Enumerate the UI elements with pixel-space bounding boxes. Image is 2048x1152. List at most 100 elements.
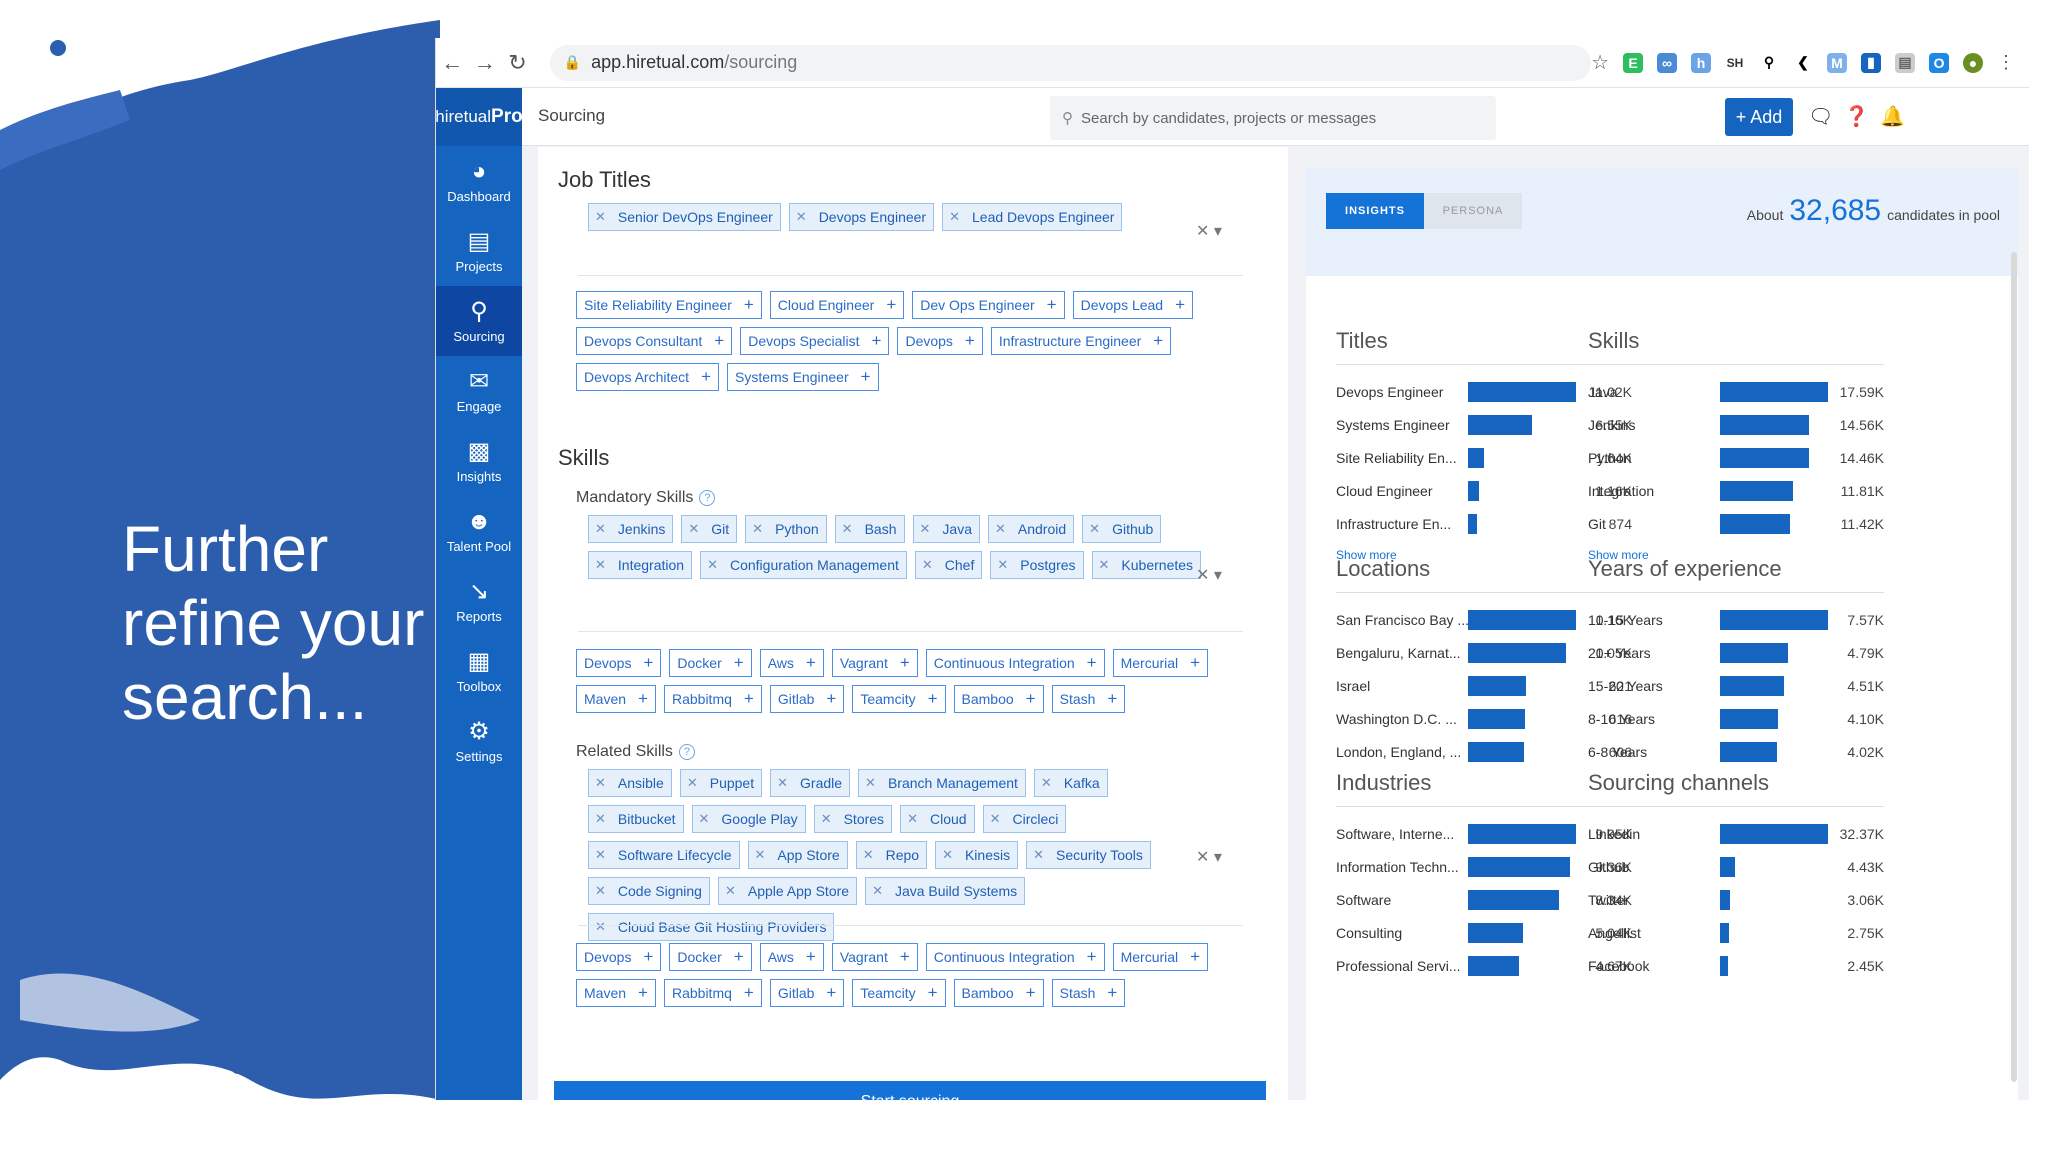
suggested-chip[interactable]: Rabbitmq + [663, 979, 762, 1007]
add-icon[interactable]: + [1190, 653, 1201, 672]
remove-icon[interactable]: ✕ [1033, 847, 1045, 862]
sh-extension-icon[interactable]: SH [1725, 52, 1746, 73]
remove-icon[interactable]: ✕ [921, 557, 933, 572]
remove-icon[interactable]: ✕ [841, 521, 853, 536]
remove-icon[interactable]: ✕ [595, 919, 606, 934]
selected-chip[interactable]: ✕ Google Play [691, 805, 806, 833]
suggested-chip[interactable]: Maven + [576, 979, 656, 1007]
help-icon[interactable]: ❓ [1844, 106, 1869, 128]
clear-related-skills-icon[interactable]: ✕ ▾ [1196, 849, 1222, 866]
selected-chip[interactable]: ✕ Security Tools [1026, 841, 1151, 869]
remove-icon[interactable]: ✕ [595, 883, 606, 898]
add-icon[interactable]: + [1086, 947, 1097, 966]
remove-icon[interactable]: ✕ [724, 883, 736, 898]
star-icon[interactable]: ☆ [1591, 52, 1610, 74]
selected-chip[interactable]: ✕ Bash [834, 515, 905, 543]
suggested-chip[interactable]: Maven + [576, 685, 656, 713]
add-icon[interactable]: + [743, 689, 754, 708]
selected-chip[interactable]: ✕ Java [912, 515, 980, 543]
forward-icon[interactable]: → [473, 49, 496, 75]
remove-icon[interactable]: ✕ [862, 847, 874, 862]
suggested-chip[interactable]: Mercurial + [1112, 649, 1209, 677]
remove-icon[interactable]: ✕ [1089, 521, 1101, 536]
remove-icon[interactable]: ✕ [795, 209, 807, 224]
tab-insights[interactable]: INSIGHTS [1326, 193, 1424, 229]
add-icon[interactable]: + [1175, 295, 1186, 314]
nav-sourcing[interactable]: ⚲ Sourcing [436, 286, 522, 356]
selected-chip[interactable]: ✕ Postgres [990, 551, 1084, 579]
add-button[interactable]: + Add [1725, 98, 1793, 136]
selected-chip[interactable]: ✕ Stores [813, 805, 893, 833]
suggested-chip[interactable]: Devops Lead + [1072, 291, 1194, 319]
suggested-chip[interactable]: Aws + [759, 649, 824, 677]
remove-icon[interactable]: ✕ [595, 811, 606, 826]
tab-persona[interactable]: PERSONA [1424, 193, 1522, 229]
suggested-chip[interactable]: Gitlab + [769, 685, 845, 713]
remove-icon[interactable]: ✕ [595, 209, 606, 224]
selected-chip[interactable]: ✕ Branch Management [858, 769, 1026, 797]
doc-extension-icon[interactable]: ▤ [1895, 52, 1916, 73]
selected-chip[interactable]: ✕ Kubernetes [1091, 551, 1202, 579]
selected-chip[interactable]: ✕ Apple App Store [717, 877, 858, 905]
chevron-extension-icon[interactable]: ❮ [1793, 52, 1814, 73]
remove-icon[interactable]: ✕ [595, 847, 606, 862]
remove-icon[interactable]: ✕ [949, 209, 960, 224]
selected-chip[interactable]: ✕ Python [745, 515, 827, 543]
add-icon[interactable]: + [886, 295, 897, 314]
add-icon[interactable]: + [733, 947, 744, 966]
selected-chip[interactable]: ✕ Ansible [588, 769, 672, 797]
help-icon[interactable]: ? [699, 490, 716, 506]
suggested-chip[interactable]: Continuous Integration + [925, 649, 1105, 677]
add-icon[interactable]: + [701, 367, 711, 386]
add-icon[interactable]: + [1025, 689, 1036, 708]
add-icon[interactable]: + [743, 983, 754, 1002]
clear-job-titles-icon[interactable]: ✕ ▾ [1196, 223, 1222, 240]
add-icon[interactable]: + [927, 689, 938, 708]
selected-chip[interactable]: ✕ Senior DevOps Engineer [588, 203, 781, 231]
remove-icon[interactable]: ✕ [942, 847, 953, 862]
add-icon[interactable]: + [1025, 983, 1036, 1002]
menu-dots-icon[interactable]: ⋮ [1997, 52, 2016, 72]
book-extension-icon[interactable]: ▮ [1861, 52, 1882, 73]
add-icon[interactable]: + [1107, 983, 1118, 1002]
remove-icon[interactable]: ✕ [686, 775, 698, 790]
bell-icon[interactable]: 🔔 [1880, 106, 1905, 128]
suggested-chip[interactable]: Docker + [669, 649, 752, 677]
remove-icon[interactable]: ✕ [595, 775, 606, 790]
suggested-chip[interactable]: Systems Engineer + [727, 363, 879, 391]
remove-icon[interactable]: ✕ [994, 521, 1006, 536]
add-icon[interactable]: + [899, 947, 910, 966]
selected-chip[interactable]: ✕ Kinesis [935, 841, 1019, 869]
circle-extension-icon[interactable]: O [1929, 52, 1950, 73]
add-icon[interactable]: + [1190, 947, 1201, 966]
selected-chip[interactable]: ✕ Chef [914, 551, 983, 579]
remove-icon[interactable]: ✕ [707, 557, 718, 572]
suggested-chip[interactable]: Aws + [759, 943, 824, 971]
start-sourcing-button[interactable]: Start sourcing [554, 1081, 1266, 1100]
suggested-chip[interactable]: Bamboo + [953, 979, 1044, 1007]
suggested-chip[interactable]: Site Reliability Engineer + [576, 291, 762, 319]
selected-chip[interactable]: ✕ Code Signing [588, 877, 710, 905]
suggested-chip[interactable]: Continuous Integration + [925, 943, 1105, 971]
add-icon[interactable]: + [643, 653, 654, 672]
suggested-chip[interactable]: Teamcity + [852, 685, 946, 713]
add-icon[interactable]: + [714, 331, 725, 350]
selected-chip[interactable]: ✕ Repo [855, 841, 928, 869]
nav-engage[interactable]: ✉ Engage [456, 367, 502, 414]
brand-logo[interactable]: hiretual Pro [435, 88, 523, 146]
suggested-chip[interactable]: Stash + [1051, 979, 1126, 1007]
nav-toolbox[interactable]: ▦ Toolbox [456, 647, 502, 694]
add-icon[interactable]: + [1153, 331, 1164, 350]
evernote-extension-icon[interactable]: E [1623, 52, 1644, 73]
add-icon[interactable]: + [743, 295, 754, 314]
add-icon[interactable]: + [638, 689, 648, 708]
nav-projects[interactable]: ▤ Projects [455, 227, 503, 274]
suggested-chip[interactable]: Docker + [669, 943, 752, 971]
suggested-chip[interactable]: Mercurial + [1112, 943, 1209, 971]
selected-chip[interactable]: ✕ Cloud [900, 805, 975, 833]
suggested-chip[interactable]: Devops + [576, 649, 662, 677]
suggested-chip[interactable]: Devops + [576, 943, 662, 971]
scrollbar[interactable] [2011, 252, 2017, 1082]
remove-icon[interactable]: ✕ [907, 811, 918, 826]
add-icon[interactable]: + [1086, 653, 1097, 672]
